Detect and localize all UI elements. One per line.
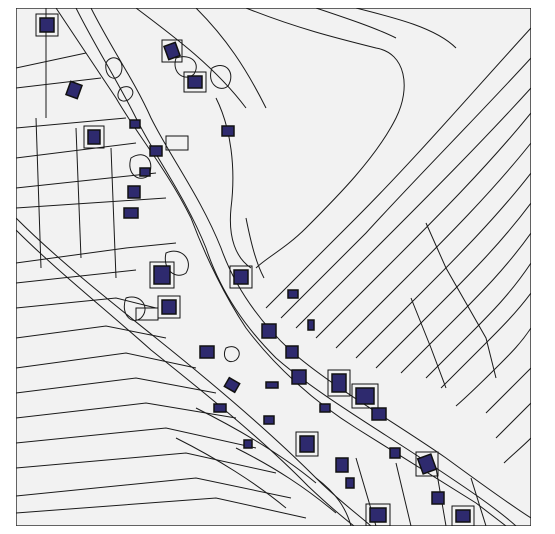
building [431, 491, 445, 505]
building [153, 265, 171, 285]
map-canvas[interactable] [16, 8, 531, 526]
building [389, 447, 401, 459]
building [123, 207, 139, 219]
cadastral-map [16, 8, 531, 526]
building [299, 435, 315, 453]
building [285, 345, 299, 359]
building [345, 477, 355, 489]
building [369, 507, 387, 523]
building [213, 403, 227, 413]
building [319, 403, 331, 413]
building [287, 289, 299, 299]
building [87, 129, 101, 145]
building [261, 323, 277, 339]
building [39, 17, 55, 33]
building [307, 319, 315, 331]
map-background [16, 8, 531, 526]
building [223, 376, 241, 394]
building [221, 125, 235, 137]
building [233, 269, 249, 285]
building [127, 185, 141, 199]
stream-line [55, 8, 507, 526]
parcel-boundaries [16, 8, 531, 526]
building [163, 41, 181, 61]
building [149, 145, 163, 157]
building [161, 299, 177, 315]
building [243, 439, 253, 449]
building [139, 167, 151, 177]
secondary-road-b [16, 229, 355, 526]
building [199, 345, 215, 359]
road-edge-east [90, 8, 531, 519]
building [65, 80, 83, 100]
building [335, 457, 349, 473]
building [129, 119, 141, 129]
building [187, 75, 203, 89]
building [455, 509, 471, 523]
building [355, 387, 375, 405]
building [371, 407, 387, 421]
building-outlines [35, 13, 475, 526]
building [291, 369, 307, 385]
building [265, 381, 279, 389]
building [416, 453, 438, 475]
building [331, 373, 347, 393]
building [263, 415, 275, 425]
buildings [39, 17, 471, 523]
